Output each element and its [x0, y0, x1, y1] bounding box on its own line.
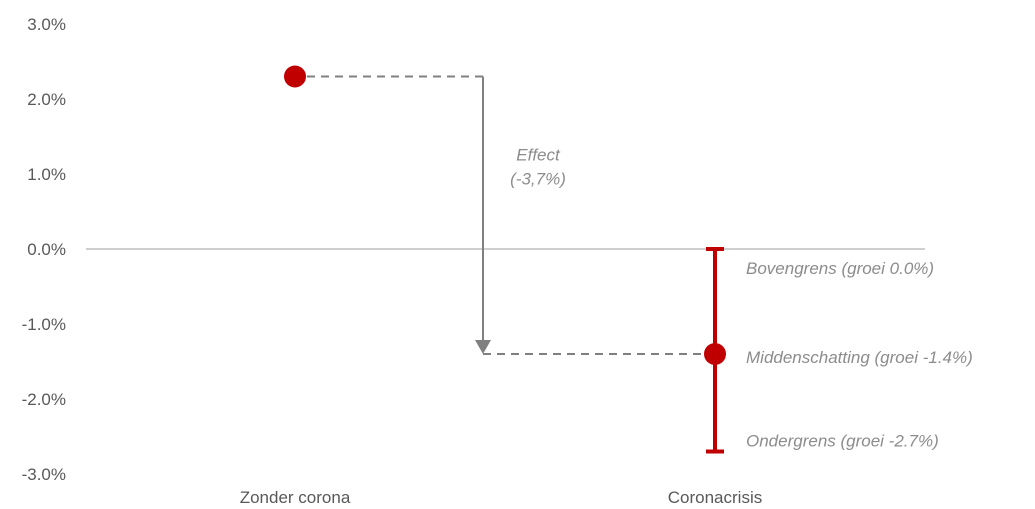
point-zonder-corona [284, 65, 306, 88]
lower-bound-label: Ondergrens (groei -2.7%) [746, 432, 939, 451]
y-tick-label: -1.0% [22, 315, 66, 334]
x-category-label: Zonder corona [240, 488, 351, 507]
effect-arrow-head [475, 340, 491, 354]
point-coronacrisis [704, 343, 726, 365]
effect-label: Effect [516, 145, 561, 164]
x-category-label: Coronacrisis [668, 488, 762, 507]
mid-estimate-label: Middenschatting (groei -1.4%) [746, 348, 973, 367]
effect-value-label: (-3,7%) [510, 169, 566, 188]
y-tick-label: -3.0% [22, 465, 66, 484]
y-axis-ticks: 3.0% 2.0% 1.0% 0.0% -1.0% -2.0% -3.0% [22, 15, 66, 484]
y-tick-label: 1.0% [27, 165, 66, 184]
y-tick-label: 3.0% [27, 15, 66, 34]
y-tick-label: 0.0% [27, 240, 66, 259]
y-tick-label: 2.0% [27, 90, 66, 109]
y-tick-label: -2.0% [22, 390, 66, 409]
upper-bound-label: Bovengrens (groei 0.0%) [746, 259, 934, 278]
